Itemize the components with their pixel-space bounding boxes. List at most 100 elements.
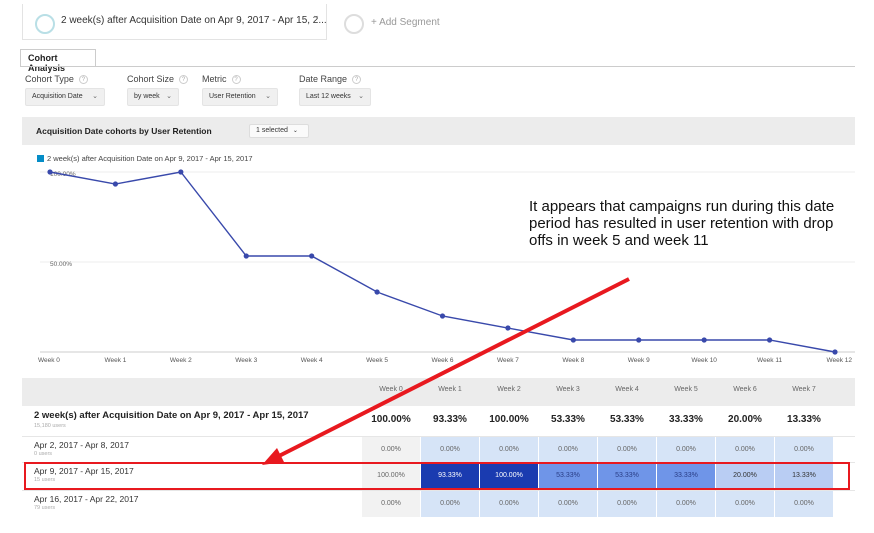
retention-cell: 0.00% xyxy=(539,491,597,517)
retention-cell: 0.00% xyxy=(598,437,656,463)
cohort-type-dropdown[interactable]: Acquisition Date ⌄ xyxy=(25,88,105,106)
retention-cell: 0.00% xyxy=(421,437,479,463)
date-range-dropdown[interactable]: Last 12 weeks ⌄ xyxy=(299,88,371,106)
data-point xyxy=(570,337,576,343)
data-point xyxy=(505,325,511,331)
column-header: Week 5 xyxy=(674,386,698,393)
annotation-text: It appears that campaigns run during thi… xyxy=(529,198,835,249)
column-header: Week 3 xyxy=(556,386,580,393)
data-point xyxy=(178,169,184,175)
chart-legend: 2 week(s) after Acquisition Date on Apr … xyxy=(37,154,253,163)
data-point xyxy=(439,313,446,319)
summary-cell: 33.33% xyxy=(669,414,703,425)
data-point xyxy=(636,337,642,343)
retention-cell: 20.00% xyxy=(716,463,774,489)
summary-cell: 13.33% xyxy=(787,414,821,425)
data-point xyxy=(309,253,315,259)
y-tick-label: 50.00% xyxy=(50,261,72,268)
x-tick-label: Week 12 xyxy=(826,357,852,364)
selection-value: 1 selected xyxy=(256,127,288,134)
segment-bar: 2 week(s) after Acquisition Date on Apr … xyxy=(0,0,874,44)
table-row[interactable]: Apr 2, 2017 - Apr 8, 2017 0 users xyxy=(34,440,129,457)
column-header: Week 2 xyxy=(497,386,521,393)
metric-dropdown[interactable]: User Retention ⌄ xyxy=(202,88,278,106)
help-icon[interactable]: ? xyxy=(179,75,189,84)
column-header: Week 6 xyxy=(733,386,757,393)
retention-cell: 53.33% xyxy=(598,463,656,489)
segment-selector[interactable]: 2 week(s) after Acquisition Date on Apr … xyxy=(22,4,327,40)
cohort-type-label: Cohort Type? xyxy=(25,74,88,84)
help-icon[interactable]: ? xyxy=(78,75,88,84)
chevron-down-icon[interactable]: ⌄ xyxy=(312,10,320,20)
row-label: Apr 16, 2017 - Apr 22, 2017 xyxy=(34,494,139,504)
x-tick-label: Week 4 xyxy=(301,357,323,364)
column-header: Week 7 xyxy=(792,386,816,393)
table-row[interactable]: Apr 9, 2017 - Apr 15, 2017 15 users xyxy=(34,466,134,483)
x-tick-label: Week 7 xyxy=(497,357,519,364)
cohort-size-dropdown[interactable]: by week ⌄ xyxy=(127,88,179,106)
caret-down-icon: ⌄ xyxy=(265,93,271,100)
row-label: Apr 9, 2017 - Apr 15, 2017 xyxy=(34,466,134,476)
tab-divider xyxy=(20,66,855,67)
summary-row-users: 15,180 users xyxy=(34,423,66,429)
row-divider xyxy=(22,490,855,491)
retention-cell: 13.33% xyxy=(775,463,833,489)
retention-cell: 0.00% xyxy=(775,437,833,463)
summary-row-label: 2 week(s) after Acquisition Date on Apr … xyxy=(34,410,309,421)
summary-cell: 93.33% xyxy=(433,414,467,425)
cohort-size-label-text: Cohort Size xyxy=(127,74,175,84)
add-segment-circle-icon xyxy=(344,14,364,34)
x-tick-label: Week 0 xyxy=(38,357,60,364)
retention-cell: 100.00% xyxy=(480,463,538,489)
data-point xyxy=(832,349,838,355)
data-point xyxy=(766,337,773,343)
x-tick-label: Week 2 xyxy=(170,357,192,364)
retention-cell: 0.00% xyxy=(657,437,715,463)
row-users: 0 users xyxy=(34,451,53,457)
x-tick-label: Week 11 xyxy=(757,357,782,364)
retention-cell: 0.00% xyxy=(657,491,715,517)
legend-swatch xyxy=(37,155,44,162)
date-range-value: Last 12 weeks xyxy=(306,93,351,100)
cohort-type-value: Acquisition Date xyxy=(32,93,83,100)
caret-down-icon: ⌄ xyxy=(92,93,98,100)
data-point xyxy=(243,253,249,259)
graph-header: Acquisition Date cohorts by User Retenti… xyxy=(22,117,855,145)
x-tick-label: Week 10 xyxy=(691,357,717,364)
summary-cell: 53.33% xyxy=(610,414,644,425)
tab-cohort-analysis[interactable]: Cohort Analysis xyxy=(20,49,96,73)
summary-cell: 20.00% xyxy=(728,414,762,425)
row-users: 15 users xyxy=(34,477,56,483)
retention-cell: 0.00% xyxy=(598,491,656,517)
cohort-type-label-text: Cohort Type xyxy=(25,74,74,84)
help-icon[interactable]: ? xyxy=(352,75,362,84)
retention-cell: 0.00% xyxy=(362,491,420,517)
table-row[interactable]: Apr 16, 2017 - Apr 22, 2017 79 users xyxy=(34,494,138,511)
row-label: Apr 2, 2017 - Apr 8, 2017 xyxy=(34,440,129,450)
retention-cell: 53.33% xyxy=(539,463,597,489)
help-icon[interactable]: ? xyxy=(231,75,241,84)
retention-cell: 0.00% xyxy=(716,437,774,463)
graph-title: Acquisition Date cohorts by User Retenti… xyxy=(36,126,212,136)
data-point xyxy=(374,289,380,295)
summary-cell: 100.00% xyxy=(489,414,529,425)
data-point xyxy=(112,181,119,187)
selection-dropdown[interactable]: 1 selected ⌄ xyxy=(249,124,309,138)
cohort-size-value: by week xyxy=(134,93,160,100)
segment-circle-icon xyxy=(35,14,55,34)
data-point xyxy=(701,337,707,343)
caret-down-icon: ⌄ xyxy=(292,128,298,134)
date-range-label: Date Range? xyxy=(299,74,362,84)
retention-cell: 33.33% xyxy=(657,463,715,489)
retention-cell: 0.00% xyxy=(480,437,538,463)
retention-cell: 100.00% xyxy=(362,463,420,489)
summary-cell: 100.00% xyxy=(371,414,411,425)
metric-label-text: Metric xyxy=(202,74,227,84)
highlight-box xyxy=(24,462,850,490)
summary-cell: 53.33% xyxy=(551,414,585,425)
segment-label: 2 week(s) after Acquisition Date on Apr … xyxy=(61,15,327,26)
add-segment-label[interactable]: + Add Segment xyxy=(371,17,440,28)
x-tick-label: Week 8 xyxy=(562,357,584,364)
column-header: Week 0 xyxy=(379,386,403,393)
metric-label: Metric? xyxy=(202,74,241,84)
